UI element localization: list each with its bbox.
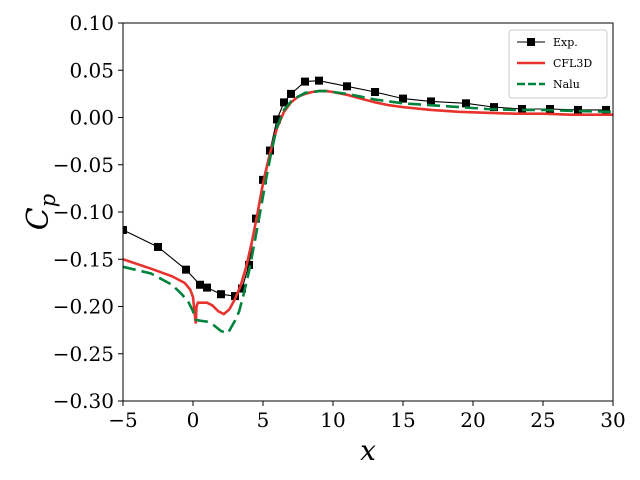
exp-data-point — [343, 82, 351, 91]
y-tick-label: −0.20 — [53, 295, 114, 319]
exp-data-point — [196, 280, 204, 289]
ticks-layer: −5 0 5 10 15 20 25 30 −0.30 −0.25 −0.20 −0.15 −0.10 −… — [53, 11, 626, 432]
x-tick-label: 10 — [320, 408, 345, 432]
legend-marker — [527, 38, 535, 46]
x-tick-label: 25 — [530, 408, 555, 432]
y-axis-label: Cp — [21, 194, 60, 230]
exp-data-point — [245, 260, 253, 269]
series-layer — [123, 76, 613, 335]
y-tick-label: −0.25 — [53, 342, 114, 366]
exp-data-point — [203, 283, 211, 292]
legend-label-exp: Exp. — [553, 36, 578, 49]
x-tick-label: 0 — [187, 408, 200, 432]
y-tick-label: −0.05 — [53, 153, 114, 177]
y-axis-label-main: C — [21, 207, 56, 230]
legend: Exp. CFL3D Nalu — [508, 29, 608, 99]
y-tick-label: −0.10 — [53, 200, 114, 224]
y-tick-label: 0.00 — [69, 106, 114, 130]
y-tick-label: −0.30 — [53, 389, 114, 413]
legend-label-nalu: Nalu — [553, 78, 580, 91]
exp-data-point — [238, 284, 246, 293]
exp-data-point — [273, 115, 281, 124]
exp-data-point — [182, 265, 190, 274]
exp-data-point — [462, 99, 470, 108]
exp-data-point — [602, 105, 610, 114]
x-tick-label: 20 — [460, 408, 485, 432]
y-tick-label: 0.05 — [69, 58, 114, 82]
exp-data-point — [301, 77, 309, 86]
exp-data-point — [399, 94, 407, 103]
exp-data-point — [217, 290, 225, 299]
exp-data-point — [287, 89, 295, 98]
exp-data-point — [123, 225, 127, 234]
legend-label-cfl3d: CFL3D — [553, 57, 592, 70]
legend-box — [508, 29, 608, 99]
exp-data-point — [427, 97, 435, 106]
exp-data-point — [280, 98, 288, 107]
x-tick-label: 30 — [600, 408, 625, 432]
exp-data-point — [371, 87, 379, 96]
y-axis-label-subscript: p — [36, 194, 60, 207]
x-tick-label: 5 — [257, 408, 270, 432]
exp-data-point — [574, 105, 582, 114]
x-axis-label: x — [360, 434, 376, 467]
exp-data-point — [154, 242, 162, 251]
series-line-nalu — [123, 89, 613, 335]
exp-data-point — [490, 103, 498, 112]
y-tick-label: 0.10 — [69, 11, 114, 35]
x-tick-label: 15 — [390, 408, 415, 432]
exp-data-point — [315, 76, 323, 85]
x-tick-label: −5 — [108, 408, 137, 432]
y-tick-label: −0.15 — [53, 247, 114, 271]
